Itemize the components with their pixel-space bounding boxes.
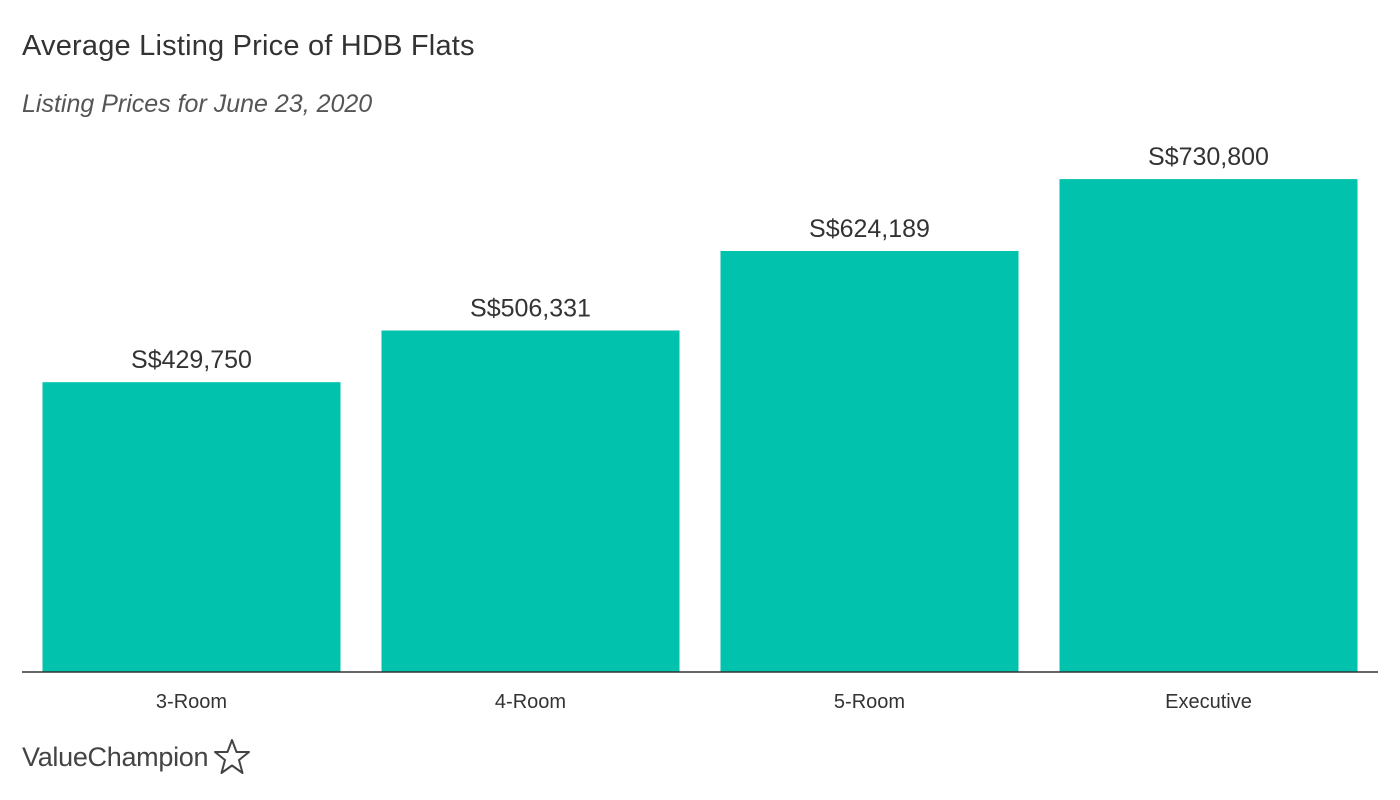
x-tick-label: 5-Room <box>834 691 905 713</box>
data-label: S$624,189 <box>809 215 930 243</box>
x-tick-label: 4-Room <box>495 691 566 713</box>
chart-subtitle: Listing Prices for June 23, 2020 <box>22 90 373 118</box>
star-outline-icon <box>214 739 251 774</box>
bar-4-room <box>381 330 680 672</box>
bar-3-room <box>42 382 341 672</box>
chart-title: Average Listing Price of HDB Flats <box>22 30 475 62</box>
x-tick-label: Executive <box>1165 691 1252 713</box>
x-tick-label: 3-Room <box>156 691 227 713</box>
data-label: S$730,800 <box>1148 143 1269 171</box>
brand-logo: ValueChampion <box>22 737 252 777</box>
data-label: S$429,750 <box>131 346 252 374</box>
bar-executive <box>1059 179 1358 672</box>
brand-name: ValueChampion <box>22 741 209 772</box>
data-label: S$506,331 <box>470 295 591 323</box>
bar-5-room <box>720 251 1019 672</box>
